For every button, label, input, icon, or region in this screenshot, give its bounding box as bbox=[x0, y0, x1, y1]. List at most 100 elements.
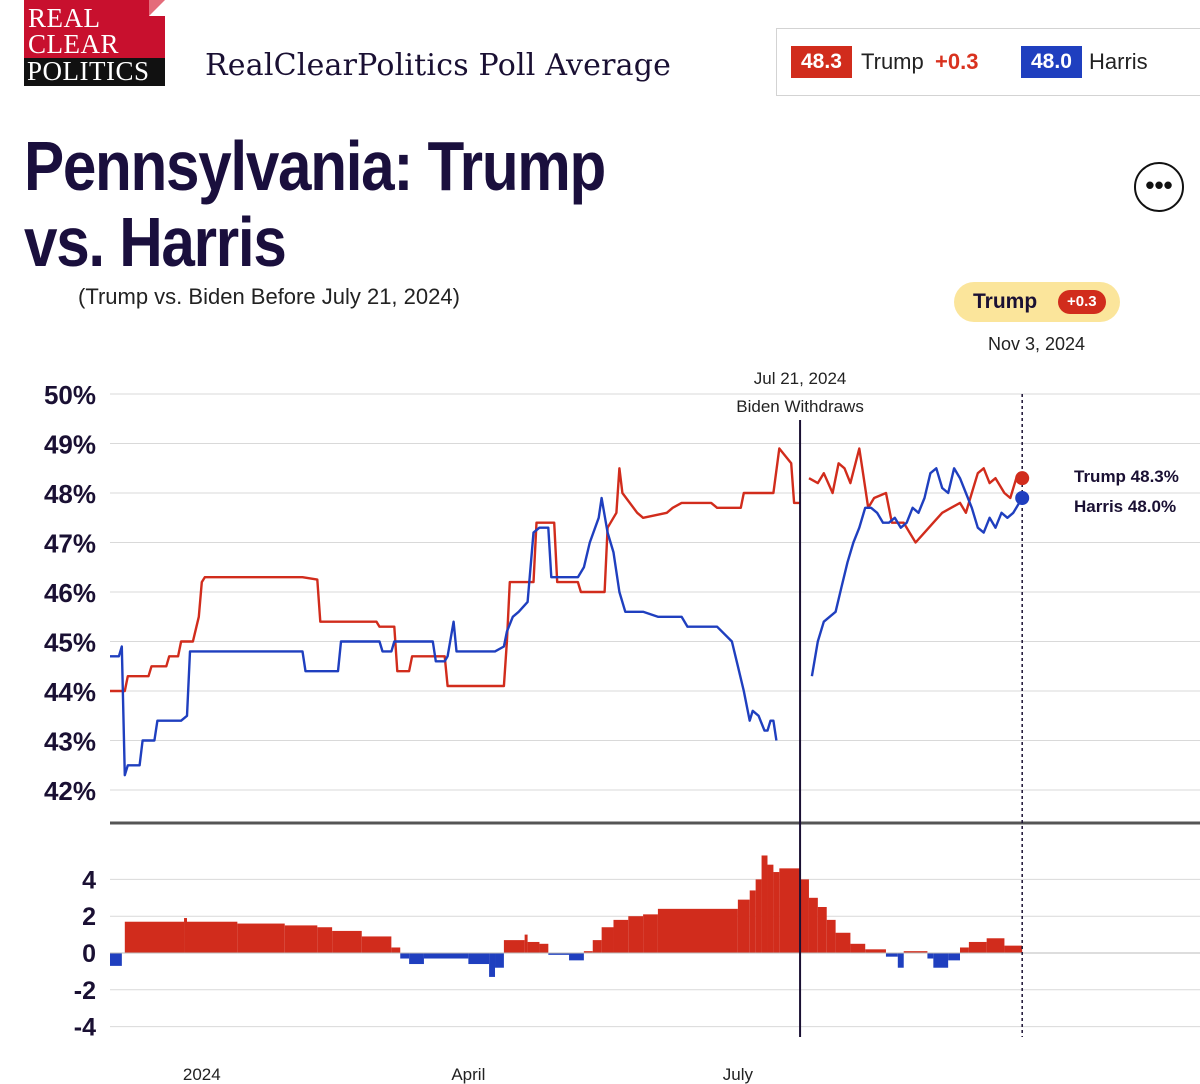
leader-badge: Trump +0.3 bbox=[954, 282, 1120, 322]
spread-bar bbox=[409, 953, 424, 965]
harris-value-pill: 48.0 bbox=[1021, 46, 1082, 78]
spread-bar bbox=[539, 943, 549, 953]
y-tick-label: 44% bbox=[44, 677, 96, 707]
spread-tick-label: 4 bbox=[82, 866, 96, 894]
spread-bar bbox=[548, 953, 570, 955]
logo-red-block bbox=[24, 0, 165, 58]
more-horizontal-icon: ••• bbox=[1145, 170, 1173, 200]
spread-bar bbox=[569, 953, 584, 961]
y-tick-label: 47% bbox=[44, 529, 96, 559]
spread-bar bbox=[948, 953, 960, 961]
trump-name: Trump bbox=[861, 49, 924, 74]
spread-bar bbox=[124, 921, 185, 953]
spread-bar bbox=[826, 919, 836, 953]
spread-bar bbox=[361, 936, 392, 953]
spread-bar bbox=[835, 932, 851, 953]
spread-bar bbox=[767, 864, 774, 953]
spread-bar bbox=[779, 868, 801, 953]
spread-bar bbox=[468, 953, 490, 965]
spread-bar bbox=[986, 938, 1005, 953]
spread-bar bbox=[391, 947, 401, 953]
logo-page-fold bbox=[149, 0, 165, 16]
x-tick-label: July bbox=[723, 1065, 754, 1084]
x-tick-label: April bbox=[451, 1065, 485, 1084]
spread-bar bbox=[423, 953, 469, 959]
y-tick-label: 50% bbox=[44, 380, 96, 410]
spread-bar bbox=[495, 953, 504, 968]
logo-line-3: POLITICS bbox=[27, 56, 150, 86]
spread-bar bbox=[749, 890, 756, 953]
harris-series-line bbox=[810, 467, 1024, 677]
annotation-text: Biden Withdraws bbox=[736, 397, 864, 416]
trump-change: +0.3 bbox=[935, 49, 979, 74]
logo-line-1: REAL bbox=[28, 3, 101, 33]
trump-end-label: Trump 48.3% bbox=[1074, 467, 1179, 486]
spread-bar bbox=[657, 908, 738, 953]
y-tick-label: 42% bbox=[44, 776, 96, 806]
trump-series-line bbox=[110, 447, 801, 693]
spread-bar bbox=[1004, 945, 1023, 953]
page-subtitle: (Trump vs. Biden Before July 21, 2024) bbox=[78, 284, 460, 309]
spread-tick-label: 2 bbox=[82, 903, 96, 931]
x-tick-label: 2024 bbox=[183, 1065, 221, 1084]
leader-name: Trump bbox=[973, 290, 1038, 313]
spread-bar bbox=[927, 953, 934, 959]
page-title: Pennsylvania: Trump vs. Harris bbox=[24, 127, 606, 281]
y-tick-label: 48% bbox=[44, 479, 96, 509]
spread-bar bbox=[903, 951, 928, 953]
spread-bar bbox=[808, 897, 818, 953]
spread-bar bbox=[613, 919, 629, 953]
site-title: RealClearPolitics Poll Average bbox=[205, 48, 672, 83]
spread-bar bbox=[628, 916, 644, 953]
harris-end-label: Harris 48.0% bbox=[1074, 497, 1176, 516]
y-tick-label: 49% bbox=[44, 430, 96, 460]
spread-bar bbox=[817, 907, 827, 953]
spread-tick-label: -2 bbox=[74, 977, 96, 1005]
spread-bar bbox=[865, 949, 886, 953]
spread-bar bbox=[284, 925, 318, 953]
harris-end-dot bbox=[1015, 491, 1030, 505]
spread-tick-label: -4 bbox=[74, 1014, 96, 1042]
spread-bar bbox=[755, 879, 762, 953]
spread-bar bbox=[184, 918, 188, 953]
trump-end-dot bbox=[1015, 471, 1030, 486]
rcp-logo[interactable]: REAL CLEAR POLITICS bbox=[24, 0, 165, 86]
spread-bar bbox=[400, 953, 410, 959]
leader-margin: +0.3 bbox=[1058, 290, 1106, 314]
trump-series-line bbox=[808, 447, 1023, 544]
spread-bar bbox=[527, 941, 540, 953]
spread-bar bbox=[968, 941, 987, 953]
current-date-label: Nov 3, 2024 bbox=[988, 334, 1086, 354]
spread-bar bbox=[959, 947, 969, 953]
spread-bar bbox=[489, 953, 496, 977]
y-tick-label: 43% bbox=[44, 727, 96, 757]
spread-bar bbox=[897, 953, 904, 968]
spread-bar bbox=[110, 953, 122, 966]
spread-bar bbox=[524, 934, 528, 953]
spread-bar bbox=[850, 943, 866, 953]
spread-bar bbox=[583, 951, 593, 953]
scoreboard: 48.3 Trump +0.3 48.0 Harris bbox=[776, 28, 1200, 96]
spread-bar bbox=[800, 879, 809, 953]
spread-bar bbox=[237, 923, 285, 953]
spread-bar bbox=[643, 914, 658, 953]
spread-tick-label: 0 bbox=[82, 940, 96, 968]
spread-bar bbox=[592, 940, 602, 953]
spread-bar bbox=[761, 855, 768, 953]
spread-bar bbox=[737, 899, 750, 953]
annotation-date: Jul 21, 2024 bbox=[754, 369, 847, 388]
harris-name: Harris bbox=[1089, 49, 1148, 74]
spread-bar bbox=[933, 953, 949, 968]
y-tick-label: 46% bbox=[44, 578, 96, 608]
spread-bar bbox=[601, 927, 614, 953]
trump-value-pill: 48.3 bbox=[791, 46, 852, 78]
logo-black-block bbox=[24, 58, 165, 86]
spread-bar bbox=[503, 940, 525, 953]
more-options-button[interactable]: ••• bbox=[1134, 162, 1184, 212]
harris-series-line bbox=[110, 496, 778, 777]
spread-bar bbox=[317, 927, 333, 953]
spread-bar bbox=[885, 953, 898, 957]
spread-bar bbox=[332, 930, 362, 953]
y-tick-label: 45% bbox=[44, 628, 96, 658]
